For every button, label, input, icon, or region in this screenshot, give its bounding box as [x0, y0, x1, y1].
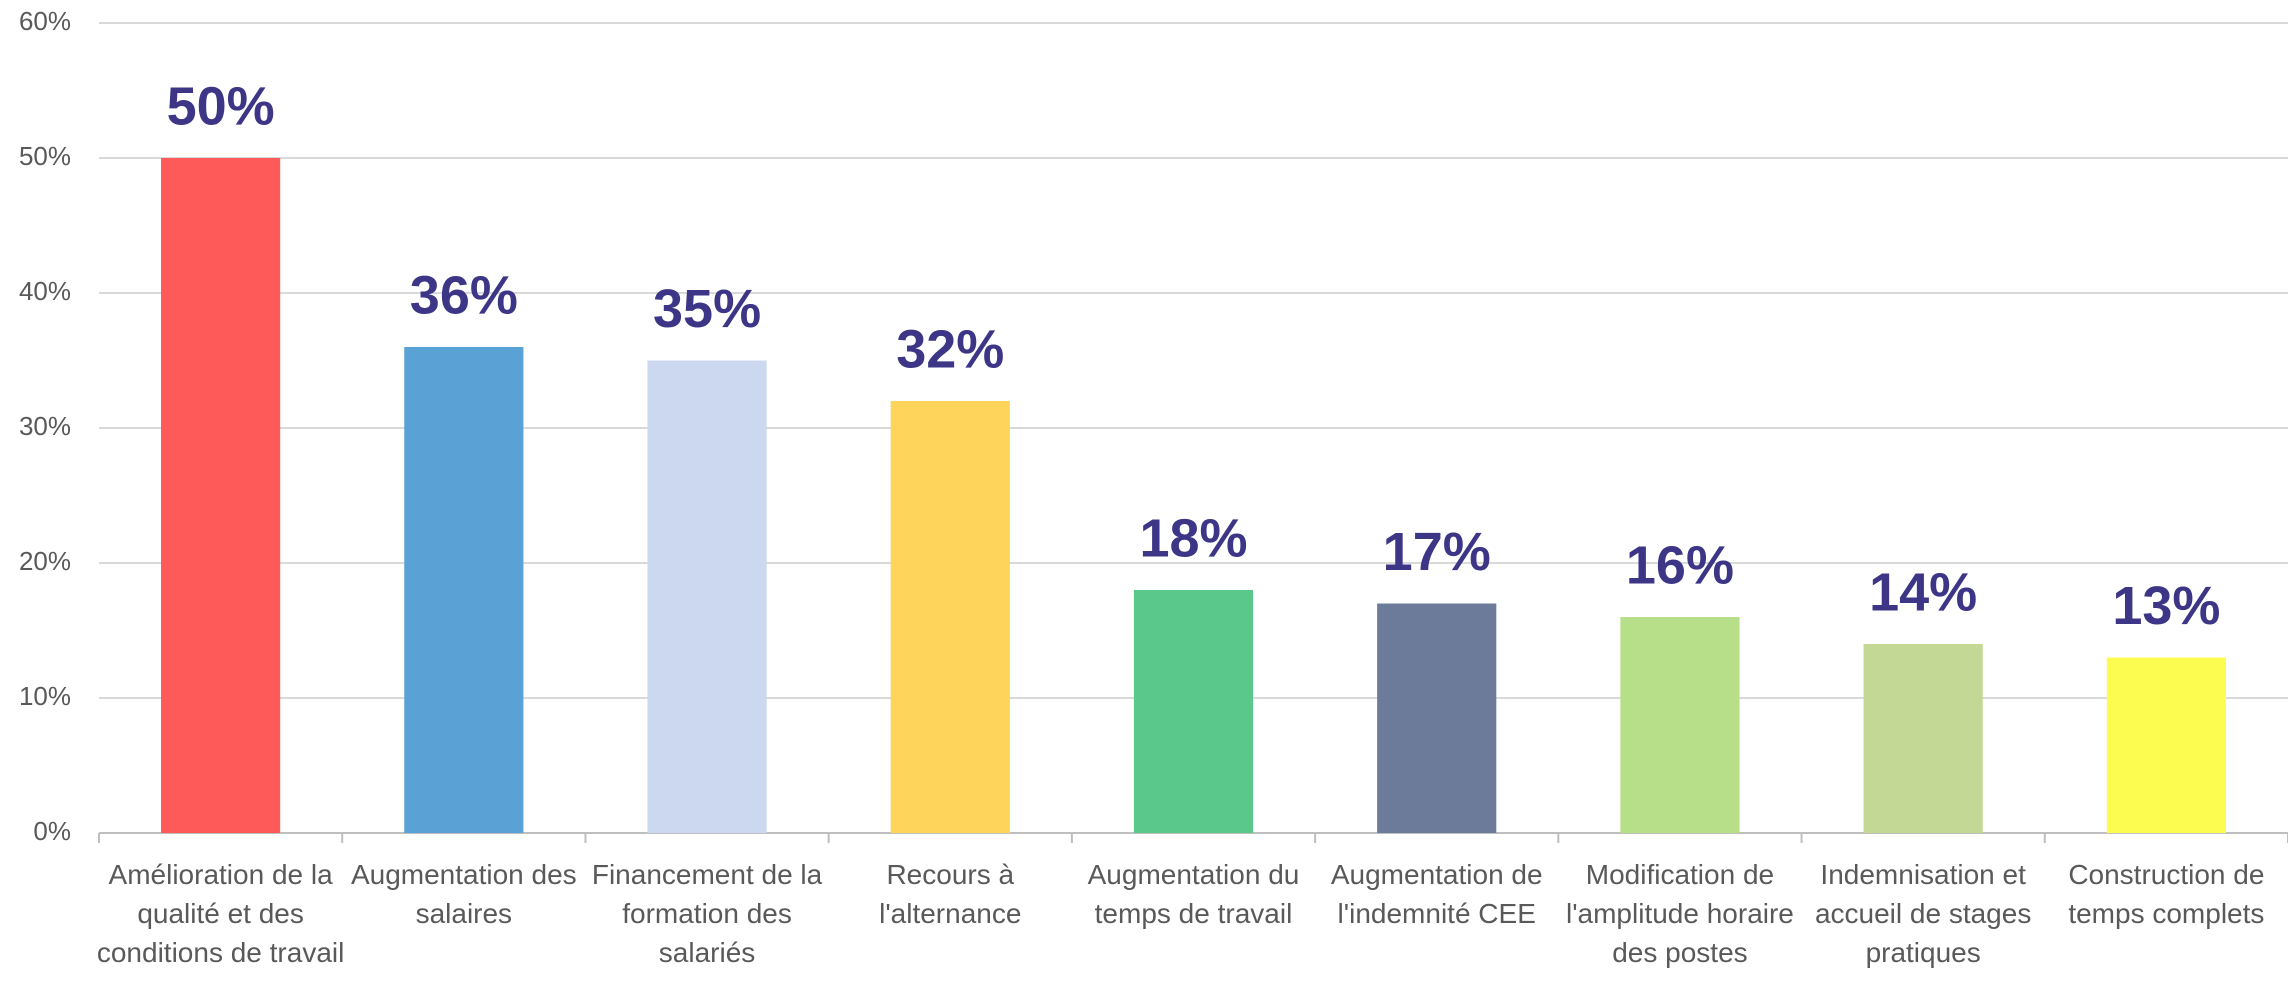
x-tick-label: Financement de la formation des salariés: [591, 859, 823, 968]
x-tick-label: Recours à l'alternance: [879, 859, 1022, 929]
bar: [1133, 590, 1254, 833]
data-label: 18%: [1139, 508, 1247, 568]
y-tick-label: 10%: [19, 681, 71, 711]
bar: [404, 347, 524, 833]
bar: [1377, 603, 1497, 833]
bar: [1620, 617, 1740, 833]
y-tick-label: 20%: [19, 546, 71, 576]
x-tick-label: Augmentation des salaires: [350, 859, 577, 929]
bar: [1863, 644, 1983, 833]
y-tick-label: 30%: [19, 411, 71, 441]
x-tick-label: Amélioration de la qualité et des condit…: [96, 859, 345, 968]
y-tick-label: 0%: [33, 816, 71, 846]
bar: [647, 360, 767, 833]
y-tick-label: 60%: [19, 6, 71, 36]
y-tick-label: 40%: [19, 276, 71, 306]
x-tick-label: Construction de temps complets: [2068, 859, 2265, 929]
x-tick-label: Augmentation du temps de travail: [1087, 859, 1300, 929]
bar: [890, 401, 1010, 833]
data-label: 36%: [410, 265, 518, 325]
data-label: 14%: [1869, 562, 1977, 622]
data-label: 32%: [896, 319, 1004, 379]
data-label: 16%: [1626, 535, 1734, 595]
x-tick-label: Augmentation de l'indemnité CEE: [1330, 859, 1543, 929]
data-label: 35%: [653, 279, 761, 339]
bar: [161, 158, 281, 833]
x-tick-label: Indemnisation et accueil de stages prati…: [1814, 859, 2032, 968]
data-label: 17%: [1383, 522, 1491, 582]
y-tick-label: 50%: [19, 141, 71, 171]
data-label: 13%: [2112, 576, 2220, 636]
data-label: 50%: [167, 76, 275, 136]
bar: [2106, 657, 2226, 833]
x-tick-label: Modification de l'amplitude horaire des …: [1565, 859, 1794, 968]
